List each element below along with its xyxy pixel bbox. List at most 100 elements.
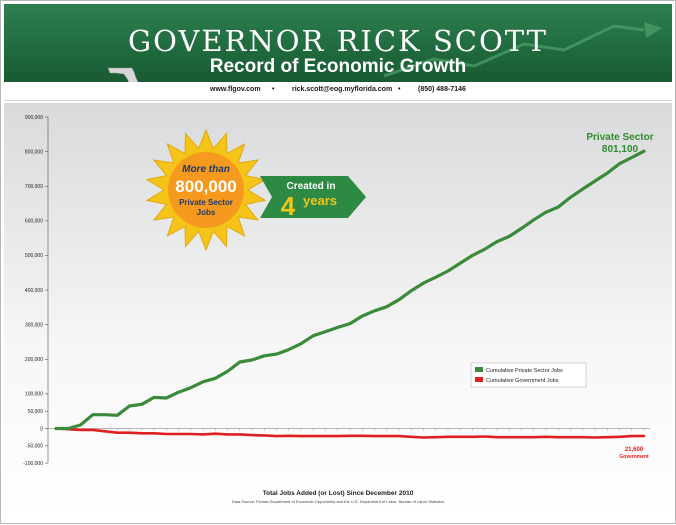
private-data-point <box>434 276 437 279</box>
government-data-point <box>422 436 425 439</box>
y-tick-label: -50,000 <box>26 444 43 450</box>
government-series <box>54 427 646 439</box>
government-data-point <box>251 434 253 436</box>
contact-bar: www.flgov.com • rick.scott@eog.myflorida… <box>4 82 672 101</box>
y-tick-label: 100,000 <box>25 392 43 398</box>
arrow-shape <box>260 176 366 218</box>
private-data-point <box>214 377 217 380</box>
government-data-point <box>373 435 376 438</box>
government-data-point <box>202 433 204 436</box>
y-tick-label: 500,000 <box>25 253 43 259</box>
legend-label-private: Cumulative Private Sector Jobs <box>486 368 563 374</box>
private-data-point <box>300 342 302 345</box>
chart-legend: Cumulative Private Sector Jobs Cumulativ… <box>470 362 587 388</box>
private-data-point <box>116 414 119 417</box>
government-annotation-label: Government <box>619 454 649 460</box>
y-tick-label: 50,000 <box>28 409 44 415</box>
created-arrow-badge: Created in 4 years <box>260 176 366 221</box>
y-axis: 900,000 800,000 700,000 600,000 500,000 400,0… <box>23 115 49 467</box>
private-data-point <box>202 380 204 383</box>
private-data-point <box>496 240 498 243</box>
government-data-point <box>349 434 351 437</box>
private-annotation-label: Private Sector <box>586 132 653 143</box>
government-data-point <box>630 435 633 438</box>
private-data-point <box>104 413 106 416</box>
separator-dot: • <box>272 86 275 93</box>
government-data-point <box>398 435 400 438</box>
government-data-point <box>594 436 596 439</box>
private-data-point <box>165 397 168 399</box>
source-note: Data Source: Florida Department of Econo… <box>232 499 445 504</box>
government-data-point <box>508 436 511 439</box>
private-data-point <box>508 235 511 238</box>
government-data-point <box>581 436 584 439</box>
government-data-point <box>410 435 413 438</box>
government-data-point <box>361 434 364 437</box>
government-data-point <box>520 436 523 439</box>
private-data-point <box>226 370 229 373</box>
y-tick-label: 600,000 <box>25 219 43 225</box>
government-data-point <box>116 431 119 434</box>
y-tick-label: 800,000 <box>25 149 43 155</box>
private-data-point <box>545 211 547 214</box>
private-data-point <box>238 361 241 363</box>
government-data-point <box>483 435 486 438</box>
private-data-point <box>251 359 253 361</box>
private-data-point <box>91 413 94 416</box>
governor-title: GOVERNOR RICK SCOTT <box>128 24 548 58</box>
arrow-unit: years <box>303 193 337 208</box>
phone-number: (850) 488-7146 <box>418 86 466 93</box>
y-tick-label: 300,000 <box>25 322 43 328</box>
website-link[interactable]: www.flgov.com <box>210 86 261 93</box>
private-data-point <box>594 180 596 182</box>
email-link[interactable]: rick.scott@eog.myflorida.com <box>292 86 393 93</box>
government-data-point <box>336 435 339 438</box>
private-data-point <box>410 289 413 292</box>
government-data-point <box>324 435 327 438</box>
private-data-point <box>336 326 339 329</box>
private-data-point <box>532 218 535 221</box>
legend-swatch-government <box>475 377 483 382</box>
private-data-point <box>618 162 621 165</box>
government-data-point <box>606 436 609 439</box>
government-annotation-value: 21,600 <box>625 447 644 453</box>
private-data-point <box>557 206 560 208</box>
government-data-point <box>238 433 241 436</box>
government-data-point <box>287 434 290 437</box>
y-tick-label: 0 <box>40 426 43 432</box>
government-data-point <box>263 434 266 437</box>
y-tick-label: 400,000 <box>25 288 43 294</box>
legend-label-government: Cumulative Government Jobs <box>486 378 559 384</box>
private-data-point <box>569 196 572 199</box>
sun-core <box>168 152 244 228</box>
government-data-point <box>459 435 462 438</box>
government-data-point <box>226 433 229 436</box>
government-data-point <box>447 435 449 438</box>
government-data-point <box>275 435 278 438</box>
private-data-point <box>128 405 131 407</box>
government-data-point <box>128 431 131 434</box>
sun-badge: More than 800,000 Private Sector Jobs <box>145 128 267 252</box>
x-axis <box>48 428 650 431</box>
government-data-point <box>643 435 645 437</box>
arrow-number: 4 <box>281 191 296 221</box>
government-data-point <box>165 433 168 435</box>
government-data-point <box>189 433 192 435</box>
private-data-point <box>275 353 278 355</box>
arrow-line1: Created in <box>287 181 336 192</box>
private-series <box>54 149 646 431</box>
private-data-point <box>263 354 266 357</box>
private-data-point <box>459 262 462 264</box>
sun-line1: More than <box>182 164 230 175</box>
government-data-point <box>496 436 498 439</box>
private-data-point <box>447 270 449 272</box>
chart-panel: 900,000 800,000 700,000 600,000 500,000 400,0… <box>4 103 672 520</box>
government-data-point <box>91 428 94 431</box>
government-data-point <box>532 436 535 439</box>
private-data-point <box>643 150 645 153</box>
jobs-chart: 900,000 800,000 700,000 600,000 500,000 400,0… <box>23 115 653 504</box>
y-tick-label: 700,000 <box>25 184 43 190</box>
private-data-point <box>177 391 180 394</box>
private-data-point <box>606 172 609 174</box>
private-data-point <box>312 334 315 337</box>
